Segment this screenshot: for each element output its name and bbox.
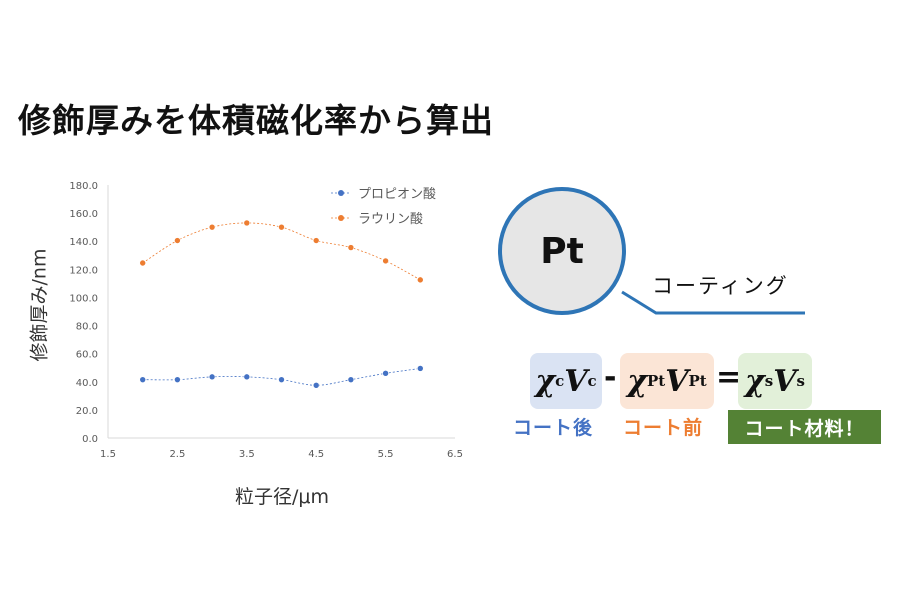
data-point-series-0 (139, 376, 146, 383)
x-tick-label: 4.5 (308, 449, 324, 460)
minus-operator: - (604, 360, 617, 395)
y-tick-label: 180.0 (69, 181, 98, 192)
data-point-series-1 (174, 237, 181, 244)
legend-label-0: プロピオン酸 (358, 187, 436, 202)
data-point-series-1 (312, 237, 320, 244)
x-tick-label: 2.5 (169, 449, 185, 460)
data-point-series-0 (312, 381, 320, 389)
chi-symbol: χ (745, 363, 765, 399)
y-tick-label: 120.0 (69, 265, 98, 276)
y-tick-label: 100.0 (69, 293, 98, 304)
chi-symbol: χ (627, 363, 647, 399)
chi-subscript-c: c (555, 372, 565, 390)
y-tick-label: 60.0 (76, 350, 98, 361)
x-tick-label: 1.5 (100, 449, 116, 460)
y-tick-label: 160.0 (69, 209, 98, 220)
legend-marker-1 (338, 215, 344, 221)
y-tick-label: 80.0 (76, 322, 98, 333)
term-before-coating: χ Pt V Pt (620, 353, 714, 409)
y-tick-label: 140.0 (69, 237, 98, 248)
v-subscript-pt: Pt (688, 372, 707, 390)
legend-label-1: ラウリン酸 (358, 212, 423, 227)
y-tick-label: 20.0 (76, 406, 98, 417)
x-tick-label: 6.5 (447, 449, 463, 460)
data-point-series-1 (278, 223, 285, 231)
y-tick-label: 0.0 (82, 434, 98, 445)
v-symbol: V (773, 363, 797, 399)
data-point-series-1 (243, 219, 251, 227)
v-symbol: V (665, 363, 689, 399)
data-point-series-0 (347, 376, 355, 383)
coating-pointer (621, 290, 805, 315)
label-after-coating: コート後 (513, 417, 594, 439)
data-point-series-1 (347, 244, 355, 251)
legend-marker-0 (338, 190, 344, 196)
series-line-0 (142, 368, 421, 386)
coating-label: コーティング (652, 274, 789, 298)
data-point-series-0 (208, 373, 216, 381)
chi-subscript-s: s (764, 372, 774, 390)
data-point-series-0 (174, 376, 181, 383)
chi-subscript-pt: Pt (647, 372, 666, 390)
data-point-series-1 (139, 259, 146, 267)
x-axis-title: 粒子径/μm (235, 486, 329, 508)
pt-particle-circle: Pt (498, 187, 626, 315)
data-point-series-0 (278, 376, 285, 383)
label-before-coating: コート前 (623, 417, 704, 439)
data-point-series-1 (382, 257, 389, 265)
data-point-series-0 (243, 373, 251, 381)
v-symbol: V (564, 363, 588, 399)
v-subscript-s: s (796, 372, 805, 390)
data-point-series-0 (416, 365, 424, 372)
pt-label: Pt (540, 230, 584, 272)
data-point-series-0 (382, 370, 389, 377)
data-point-series-1 (208, 223, 216, 231)
v-subscript-c: c (587, 372, 597, 390)
x-tick-label: 5.5 (378, 449, 394, 460)
label-coating-material: コート材料！ (728, 410, 881, 444)
slide-title: 修飾厚みを体積磁化率から算出 (18, 101, 494, 140)
chi-symbol: χ (535, 363, 556, 399)
equals-operator: = (716, 360, 742, 395)
y-tick-label: 40.0 (76, 378, 98, 389)
x-tick-label: 3.5 (239, 449, 255, 460)
data-point-series-1 (416, 276, 424, 284)
